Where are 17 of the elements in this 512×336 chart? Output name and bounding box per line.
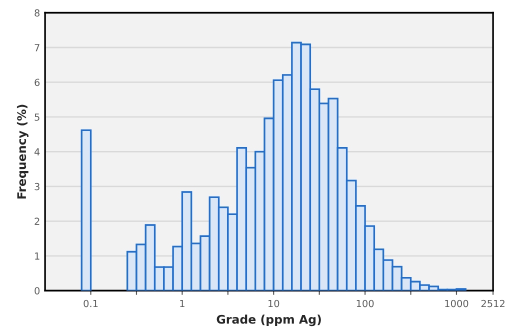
y-tick-label: 0 bbox=[34, 287, 40, 294]
y-tick-label: 8 bbox=[34, 9, 40, 17]
x-tick-label: 0.1 bbox=[84, 300, 98, 308]
x-tick-label: 10 bbox=[268, 300, 280, 308]
y-tick-label: 1 bbox=[35, 252, 40, 260]
y-tick-label: 4 bbox=[34, 148, 40, 156]
x-tick-label: 1 bbox=[180, 300, 184, 308]
x-tick-label: 100 bbox=[356, 300, 374, 308]
x-axis-title: Grade (ppm Ag) bbox=[216, 314, 321, 326]
y-tick-label: 2 bbox=[34, 218, 40, 225]
y-axis-title: Frequency (%) bbox=[16, 104, 28, 199]
y-tick-label: 7 bbox=[34, 44, 40, 52]
x-tick-label: 1000 bbox=[445, 300, 468, 308]
x-tick-label: 2512 bbox=[481, 300, 504, 308]
y-tick-label: 3 bbox=[34, 182, 40, 190]
y-tick-label: 5 bbox=[34, 114, 40, 121]
y-tick-label: 6 bbox=[34, 78, 40, 86]
